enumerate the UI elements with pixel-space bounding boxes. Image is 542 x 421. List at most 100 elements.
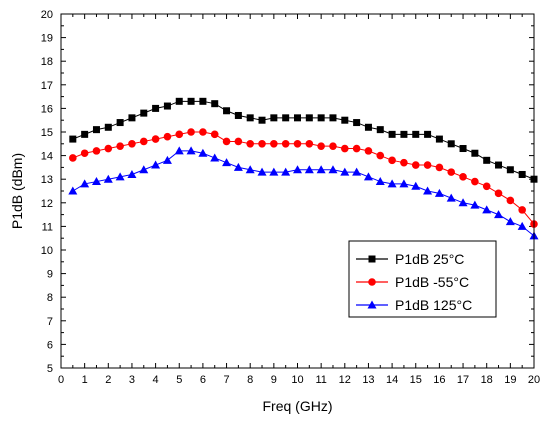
data-point [151,135,160,143]
data-point [293,140,302,148]
x-tick-label: 6 [200,374,206,386]
data-point [387,179,397,188]
data-point [128,114,136,122]
data-point [471,149,479,157]
data-point [411,161,420,169]
data-point [375,177,385,186]
data-point [293,165,302,174]
data-point [234,111,242,119]
data-point [68,186,78,195]
series-line [72,100,535,180]
data-point [116,142,124,150]
legend-marker [368,278,376,286]
data-point [163,102,171,110]
data-point [174,146,184,155]
data-point [199,128,207,136]
y-tick-label: 13 [41,174,53,186]
data-point [116,119,124,127]
legend-marker [367,300,377,309]
data-point [211,100,219,108]
data-point [364,123,372,131]
y-tick-label: 19 [41,33,53,45]
x-tick-label: 15 [410,374,422,386]
x-tick-label: 13 [362,374,374,386]
data-point [400,158,408,167]
data-point [458,198,468,207]
y-tick-label: 5 [47,363,53,375]
x-tick-label: 10 [291,374,303,386]
data-point [412,130,420,138]
legend-marker [368,255,376,263]
x-tick-label: 9 [271,374,277,386]
data-point [151,160,161,169]
legend-item: P1dB 25°C [356,251,464,267]
data-point [223,107,231,115]
data-point [435,135,443,143]
tick-labels: 0 1 2 3 4 5 6 7 8 9 10 11 12 13 14 15 16 17 18 19 2056789101… [41,9,540,386]
data-point [328,165,338,174]
data-point [162,155,172,164]
data-point [269,167,279,176]
data-point [423,186,433,195]
data-point [104,144,113,153]
data-point [294,114,301,122]
data-point [187,128,195,136]
data-point [470,200,480,209]
data-point [270,114,278,122]
data-point [341,144,349,153]
y-tick-label: 12 [41,198,53,210]
data-point [270,140,278,148]
x-tick-label: 1 [82,374,88,386]
data-point [246,114,254,122]
data-point [245,165,255,174]
series-0 [69,97,538,183]
data-point [400,130,408,138]
data-point [69,135,77,143]
legend-item: P1dB 125°C [356,297,472,313]
series-1 [69,128,538,228]
legend-item: P1dB -55°C [356,274,469,290]
data-point [483,156,491,164]
data-point [282,114,290,122]
data-point [482,182,491,191]
data-point [222,137,231,146]
y-tick-label: 8 [47,292,53,304]
y-tick-label: 10 [41,245,53,257]
y-tick-label: 15 [41,127,53,139]
x-tick-label: 17 [457,374,469,386]
series-layer [68,97,539,240]
data-point [139,137,148,146]
data-point [446,193,456,202]
data-point [81,130,89,138]
x-tick-label: 14 [386,374,398,386]
y-tick-label: 20 [41,9,53,21]
data-point [329,114,337,122]
data-point [388,130,396,138]
data-point [352,144,361,153]
data-point [140,109,148,117]
data-point [364,147,373,155]
data-point [69,154,77,162]
data-point [210,130,219,139]
series-line [72,150,535,237]
y-axis-title: P1dB (dBm) [9,153,25,229]
data-point [139,165,149,174]
data-point [494,210,504,219]
y-tick-label: 16 [41,103,53,115]
legend-items: P1dB 25°C P1dB -55°C P1dB 125°C [356,251,472,313]
data-point [199,97,207,105]
legend-label: P1dB 25°C [395,251,464,267]
legend-label: P1dB 125°C [395,297,472,313]
legend: P1dB 25°C P1dB -55°C P1dB 125°C [348,240,497,318]
data-point [210,153,220,162]
data-point [517,221,527,230]
data-point [363,172,373,181]
y-tick-label: 14 [41,151,53,163]
data-point [198,148,208,157]
data-point [246,140,254,148]
data-point [163,132,172,141]
data-point [92,126,100,134]
data-point [80,179,90,188]
